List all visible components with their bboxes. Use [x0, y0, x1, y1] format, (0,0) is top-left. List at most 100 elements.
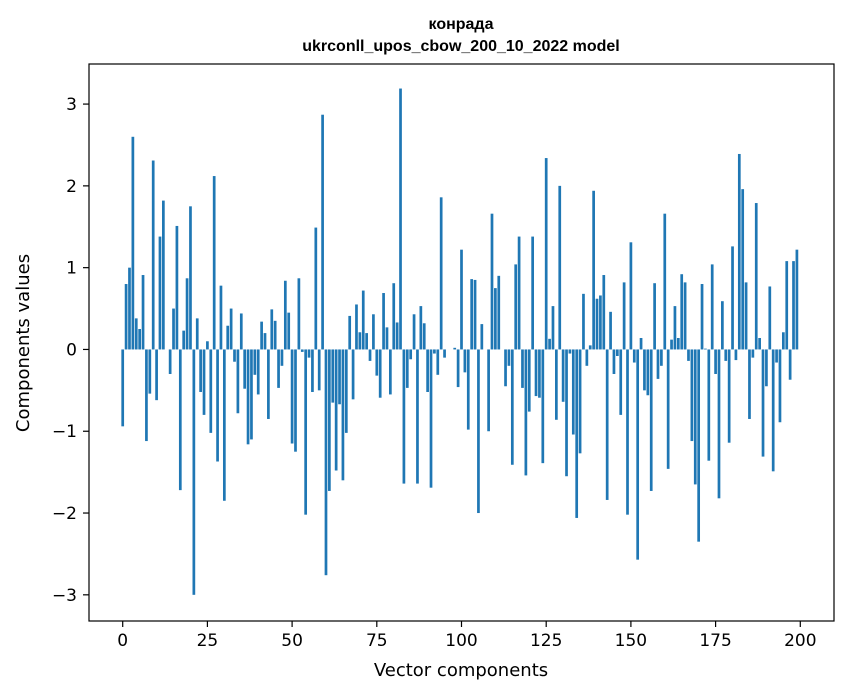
bar [412, 314, 416, 350]
bar [636, 349, 640, 560]
bar [531, 236, 535, 350]
y-tick-label: −3 [52, 586, 77, 606]
bar [422, 323, 426, 350]
bar [517, 236, 521, 350]
bar [348, 315, 352, 350]
bar [768, 286, 772, 350]
bar [656, 349, 660, 379]
bar [693, 349, 697, 485]
bar [256, 349, 260, 395]
bar [178, 349, 182, 491]
bar [195, 318, 199, 350]
bar [192, 349, 196, 595]
bar [578, 349, 582, 454]
x-tick-label: 75 [366, 631, 388, 651]
bar [548, 338, 551, 350]
bar [189, 206, 192, 350]
bar [778, 349, 782, 423]
bar [280, 349, 284, 366]
bar [416, 349, 419, 484]
x-tick-label: 175 [699, 631, 731, 651]
bar [541, 349, 545, 464]
bar [544, 158, 548, 350]
bar [433, 349, 436, 354]
bar [321, 114, 324, 350]
bar [385, 327, 389, 350]
bar [697, 349, 701, 542]
bar [388, 349, 392, 395]
bar [524, 349, 528, 476]
x-tick-label: 25 [197, 631, 219, 651]
bar [690, 349, 694, 442]
y-tick-label: 1 [66, 259, 77, 279]
bar [395, 322, 399, 350]
bar [514, 264, 518, 350]
bar [212, 176, 216, 350]
bar [527, 349, 531, 412]
bar [795, 249, 799, 350]
bar [673, 306, 677, 350]
bar [270, 309, 274, 350]
bar [436, 349, 440, 375]
bar [717, 349, 721, 499]
bar [477, 349, 480, 514]
bar [128, 267, 131, 350]
bar [741, 189, 745, 350]
bar [561, 349, 565, 402]
bar [646, 349, 650, 396]
bar [463, 349, 467, 373]
bar [168, 349, 172, 374]
y-tick-label: 2 [66, 177, 77, 197]
bar [355, 304, 358, 350]
bar [754, 203, 758, 350]
bar [663, 213, 667, 350]
bar [724, 349, 728, 361]
bar [460, 249, 463, 350]
bar [565, 349, 568, 477]
bar [558, 185, 562, 350]
bar [185, 278, 189, 350]
bar [358, 332, 362, 350]
bar [372, 314, 375, 350]
bar [138, 329, 142, 350]
bar [331, 349, 335, 403]
bar [473, 279, 477, 350]
bar [788, 349, 792, 380]
bar [632, 349, 636, 363]
bar [504, 349, 507, 387]
bar [707, 349, 711, 461]
bar [134, 318, 138, 350]
bar [233, 349, 236, 362]
x-axis-label: Vector components [374, 660, 548, 681]
bar [660, 349, 663, 366]
bar [351, 349, 355, 400]
bar [426, 349, 429, 392]
bar [497, 275, 501, 350]
bar [297, 278, 301, 350]
bar [758, 338, 761, 350]
bar [585, 349, 589, 366]
bar [622, 282, 626, 350]
bar [175, 225, 179, 350]
y-axis-label: Components values [13, 254, 34, 432]
bar [687, 349, 690, 361]
bar [670, 339, 673, 350]
bar [368, 349, 372, 361]
bar [263, 333, 267, 350]
bar [466, 349, 470, 430]
bar [619, 349, 623, 415]
x-tick-label: 50 [281, 631, 303, 651]
bar [683, 282, 687, 350]
bar [307, 349, 311, 358]
bar [470, 279, 474, 350]
bar [721, 301, 724, 350]
bar [162, 200, 165, 350]
bar [643, 349, 646, 391]
bar [626, 349, 629, 515]
bar [419, 306, 423, 350]
bar [599, 295, 602, 350]
bar [409, 349, 413, 360]
bar [172, 308, 175, 350]
bar [480, 324, 484, 350]
bar [365, 333, 368, 350]
